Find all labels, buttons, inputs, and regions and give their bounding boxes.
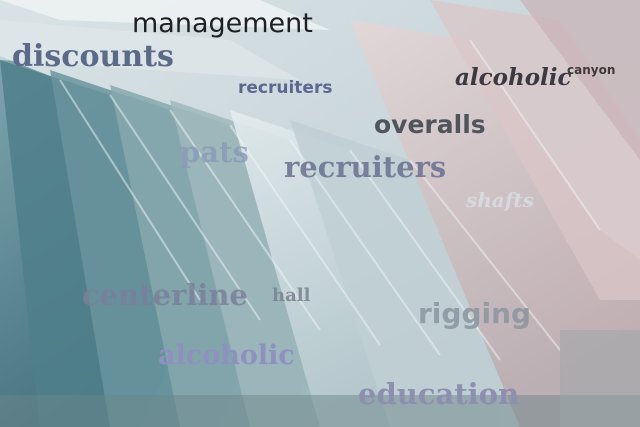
louver-panel — [0, 0, 330, 30]
louver-panel — [0, 20, 300, 80]
word-label: management — [132, 8, 313, 39]
word-label: canyon — [567, 63, 616, 77]
word-label: discounts — [12, 39, 174, 74]
word-label: hall — [272, 285, 311, 306]
word-label: pats — [180, 135, 249, 169]
word-label: centerline — [82, 278, 248, 312]
word-label: shafts — [466, 188, 534, 212]
word-label: recruiters — [238, 78, 333, 98]
word-label: alcoholic — [158, 340, 295, 371]
word-label: recruiters — [284, 150, 447, 184]
louver-panel — [520, 0, 640, 160]
word-label: education — [358, 377, 520, 411]
word-label: rigging — [418, 297, 532, 330]
louver-panel — [350, 20, 640, 427]
word-label: overalls — [374, 110, 486, 139]
word-label: alcoholic — [455, 64, 572, 91]
